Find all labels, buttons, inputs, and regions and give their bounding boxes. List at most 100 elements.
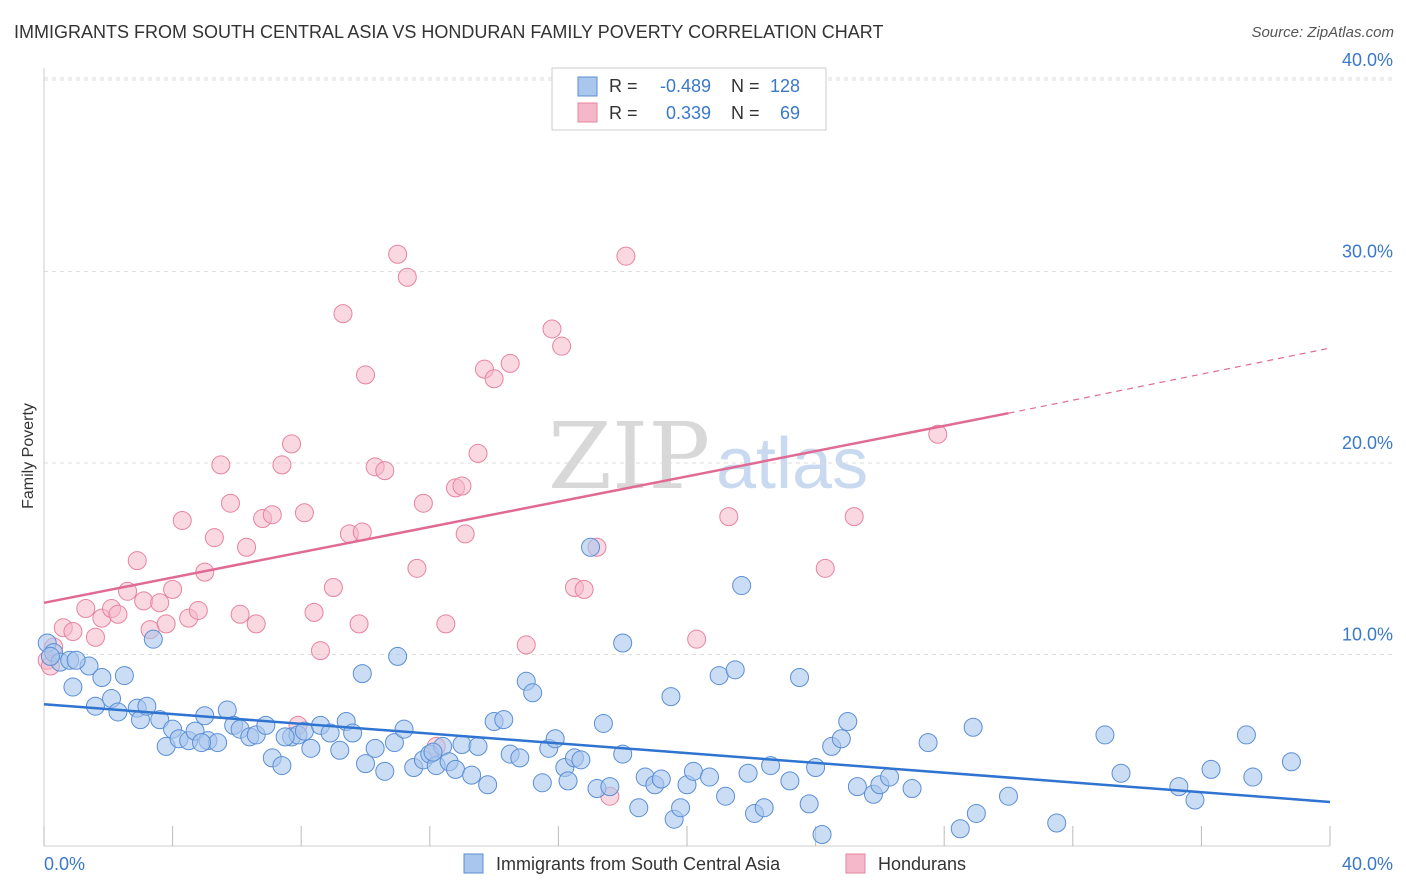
south-central-asia-point	[108, 702, 128, 722]
legend-pink-swatch	[845, 853, 866, 874]
south-central-asia-point	[725, 660, 745, 680]
pink-n-value: 69	[780, 103, 800, 123]
south-central-asia-point	[716, 786, 736, 806]
south-central-asia-point	[384, 733, 404, 753]
series-south-central-asia-points	[37, 537, 1301, 845]
honduran-point	[204, 528, 224, 548]
south-central-asia-point	[150, 710, 170, 730]
blue-r-label: R =	[609, 76, 638, 96]
x-tick-label-min: 0.0%	[44, 854, 85, 874]
south-central-asia-point	[581, 537, 601, 557]
south-central-asia-point	[388, 646, 408, 666]
honduran-point	[150, 593, 170, 613]
south-central-asia-point	[92, 667, 112, 687]
south-central-asia-point	[532, 773, 552, 793]
south-central-asia-point	[999, 786, 1018, 806]
pink-r-value: 0.339	[666, 103, 711, 123]
south-central-asia-point	[838, 712, 858, 732]
south-central-asia-point	[600, 777, 620, 797]
south-central-asia-point	[356, 754, 375, 774]
south-central-asia-point	[320, 723, 340, 743]
south-central-asia-point	[738, 763, 758, 783]
hondurans-trend-line	[43, 411, 1009, 605]
south-central-asia-point	[423, 742, 443, 762]
south-central-asia-point	[709, 666, 729, 686]
honduran-point	[397, 267, 417, 287]
honduran-point	[349, 614, 369, 634]
blue-n-value: 128	[770, 76, 800, 96]
south-central-asia-point	[847, 777, 867, 797]
legend-pink-label: Hondurans	[878, 854, 966, 874]
honduran-point	[127, 551, 147, 571]
south-central-asia-point	[571, 750, 591, 770]
y-tick-label: 20.0%	[1342, 433, 1393, 453]
south-central-asia-point	[114, 666, 134, 686]
y-tick-label: 40.0%	[1342, 50, 1393, 70]
watermark-atlas: atlas	[716, 424, 868, 504]
honduran-point	[323, 577, 343, 597]
south-central-asia-point	[352, 664, 372, 684]
honduran-point	[388, 244, 408, 264]
south-central-asia-point	[790, 667, 810, 687]
trend-lines	[43, 347, 1331, 804]
chart-title: IMMIGRANTS FROM SOUTH CENTRAL ASIA VS HO…	[14, 22, 884, 42]
y-axis-label: Family Poverty	[20, 403, 37, 509]
south-central-asia-point	[683, 761, 703, 781]
south-central-asia-point	[1243, 767, 1263, 787]
south-central-asia-point	[1281, 752, 1301, 772]
honduran-point	[156, 614, 176, 634]
south-central-asia-point	[494, 710, 514, 730]
south-central-asia-trend-line	[43, 703, 1331, 804]
south-central-asia-point	[275, 727, 295, 747]
y-tick-label: 30.0%	[1342, 242, 1393, 262]
honduran-point	[436, 614, 456, 634]
series-hondurans-points	[37, 244, 948, 806]
axes: 10.0% 20.0% 30.0% 40.0% 0.0% 40.0%	[43, 50, 1393, 874]
south-central-asia-point	[1185, 790, 1205, 810]
honduran-point	[500, 353, 520, 373]
south-central-asia-point	[446, 759, 466, 779]
honduran-point	[844, 507, 864, 527]
south-central-asia-point	[1201, 759, 1221, 779]
honduran-point	[220, 493, 240, 513]
honduran-point	[413, 493, 433, 513]
honduran-point	[928, 424, 948, 444]
south-central-asia-point	[301, 738, 321, 758]
south-central-asia-point	[761, 756, 781, 776]
watermark-zip: ZIP	[548, 403, 710, 510]
honduran-point	[172, 510, 192, 530]
honduran-point	[542, 319, 562, 339]
honduran-point	[407, 558, 427, 578]
south-central-asia-point	[1236, 725, 1256, 745]
south-central-asia-point	[365, 738, 385, 758]
honduran-point	[552, 336, 572, 356]
honduran-point	[616, 246, 636, 266]
south-central-asia-point	[1047, 813, 1067, 833]
honduran-point	[815, 558, 835, 578]
south-central-asia-point	[85, 696, 105, 716]
honduran-point	[272, 455, 292, 475]
honduran-point	[468, 443, 488, 463]
honduran-point	[262, 505, 282, 525]
honduran-point	[574, 579, 594, 599]
source-label: Source: ZipAtlas.com	[1251, 24, 1394, 41]
south-central-asia-point	[192, 733, 212, 753]
south-central-asia-point	[462, 765, 482, 785]
honduran-point	[282, 434, 302, 454]
south-central-asia-point	[613, 633, 633, 653]
south-central-asia-point	[208, 733, 228, 753]
honduran-point	[134, 591, 154, 611]
honduran-point	[230, 604, 250, 624]
south-central-asia-point	[1111, 763, 1131, 783]
south-central-asia-point	[143, 629, 163, 649]
honduran-point	[63, 622, 83, 642]
honduran-point	[246, 614, 266, 634]
south-central-asia-point	[468, 736, 488, 756]
south-central-asia-point	[754, 798, 774, 818]
south-central-asia-point	[330, 740, 350, 760]
honduran-point	[375, 461, 395, 481]
pink-n-label: N =	[731, 103, 760, 123]
honduran-point	[294, 503, 314, 523]
south-central-asia-point	[63, 677, 83, 697]
honduran-point	[211, 455, 231, 475]
